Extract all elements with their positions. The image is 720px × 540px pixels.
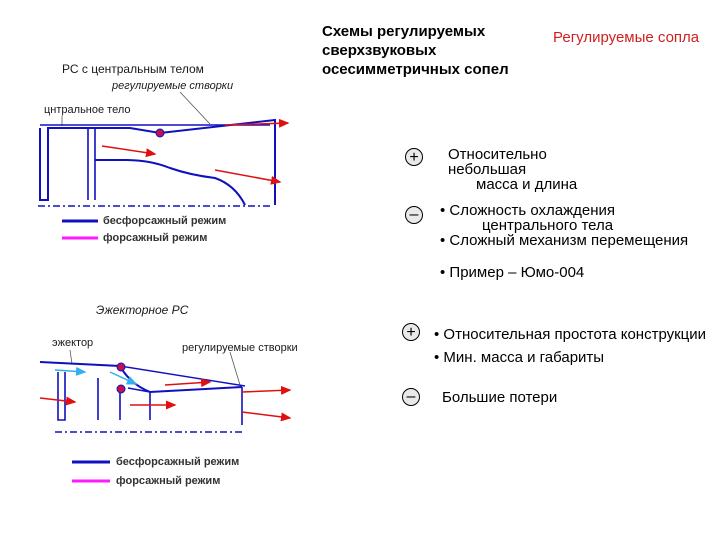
- top-flow-arrow-3: [214, 169, 282, 185]
- ejector-flow-arrow-5: [164, 378, 212, 388]
- top-legend-dry-label: бесфорсажный режим: [103, 215, 227, 227]
- ejector-flap: [119, 365, 246, 387]
- block1-plus-line-1: Относительно: [448, 146, 547, 163]
- central-body: [95, 159, 246, 206]
- ejector-nozzle-title: Эжекторное РС: [96, 303, 189, 317]
- ejector-flow-arrow-7: [241, 411, 292, 422]
- bottom-flaps-label: регулируемые створки: [182, 342, 298, 354]
- ejector-nozzle-drawing: [39, 349, 292, 483]
- block1-plus-line-3: масса и длина: [476, 176, 578, 193]
- top-flaps-label: регулируемые створки: [112, 80, 234, 92]
- block2-plus-line-1: • Относительная простота конструкции: [434, 327, 707, 343]
- center-body-nozzle-drawing: [38, 91, 290, 240]
- ejector-flow-arrow-3: [39, 396, 77, 406]
- top-inner-struts: [87, 128, 96, 200]
- center-body-nozzle-title: РС с центральным телом: [62, 62, 204, 76]
- top-flow-arrow-2: [224, 118, 290, 128]
- ejector-leader-line: [69, 349, 73, 365]
- block2-plus-line-2: • Мин. масса и габариты: [434, 349, 605, 366]
- ejector-flow-arrow-2: [109, 371, 138, 385]
- bottom-legend-dry-label: бесфорсажный режим: [116, 456, 240, 468]
- minus-icon: –: [402, 388, 420, 406]
- top-casing: [39, 118, 276, 205]
- plus-icon: +: [405, 148, 423, 166]
- top-flow-arrow-1: [101, 145, 157, 158]
- ejector-struts: [97, 378, 151, 420]
- block1-minus-line-2: центрального тела: [482, 217, 614, 234]
- bottom-legend-ab-label: форсажный режим: [116, 475, 221, 487]
- slide-subtitle: Регулируемые сопла: [553, 29, 700, 46]
- top-legend-ab-label: форсажный режим: [103, 232, 208, 244]
- block1-plus-line-2: небольшая: [448, 161, 527, 178]
- ejector-hinge-1: [116, 362, 126, 372]
- block1-example: • Пример – Юмо-004: [440, 264, 585, 281]
- ejector-flow-arrow-1: [54, 366, 87, 376]
- ejector-flow-arrow-6: [241, 385, 292, 395]
- top-flap-hinge: [155, 128, 165, 138]
- center-body-label: цнтральное тело: [44, 104, 131, 116]
- bottom-flaps-leader-line: [229, 351, 241, 386]
- flaps-leader-line: [179, 91, 211, 125]
- minus-icon: –: [405, 206, 423, 224]
- block1-minus-line-1: • Сложность охлаждения: [440, 202, 616, 219]
- block1-minus-line-3: • Сложный механизм перемещения: [440, 233, 689, 249]
- block2-minus-line-1: Большие потери: [442, 389, 558, 406]
- ejector-label: эжектор: [52, 337, 94, 349]
- plus-icon: +: [402, 323, 420, 341]
- ejector-inner-wall: [57, 372, 66, 421]
- ejector-hinge-2: [116, 384, 126, 394]
- slide-title: Схемы регулируемых сверхзвуковых осесимм…: [322, 23, 509, 78]
- ejector-outer-shell: [39, 361, 243, 394]
